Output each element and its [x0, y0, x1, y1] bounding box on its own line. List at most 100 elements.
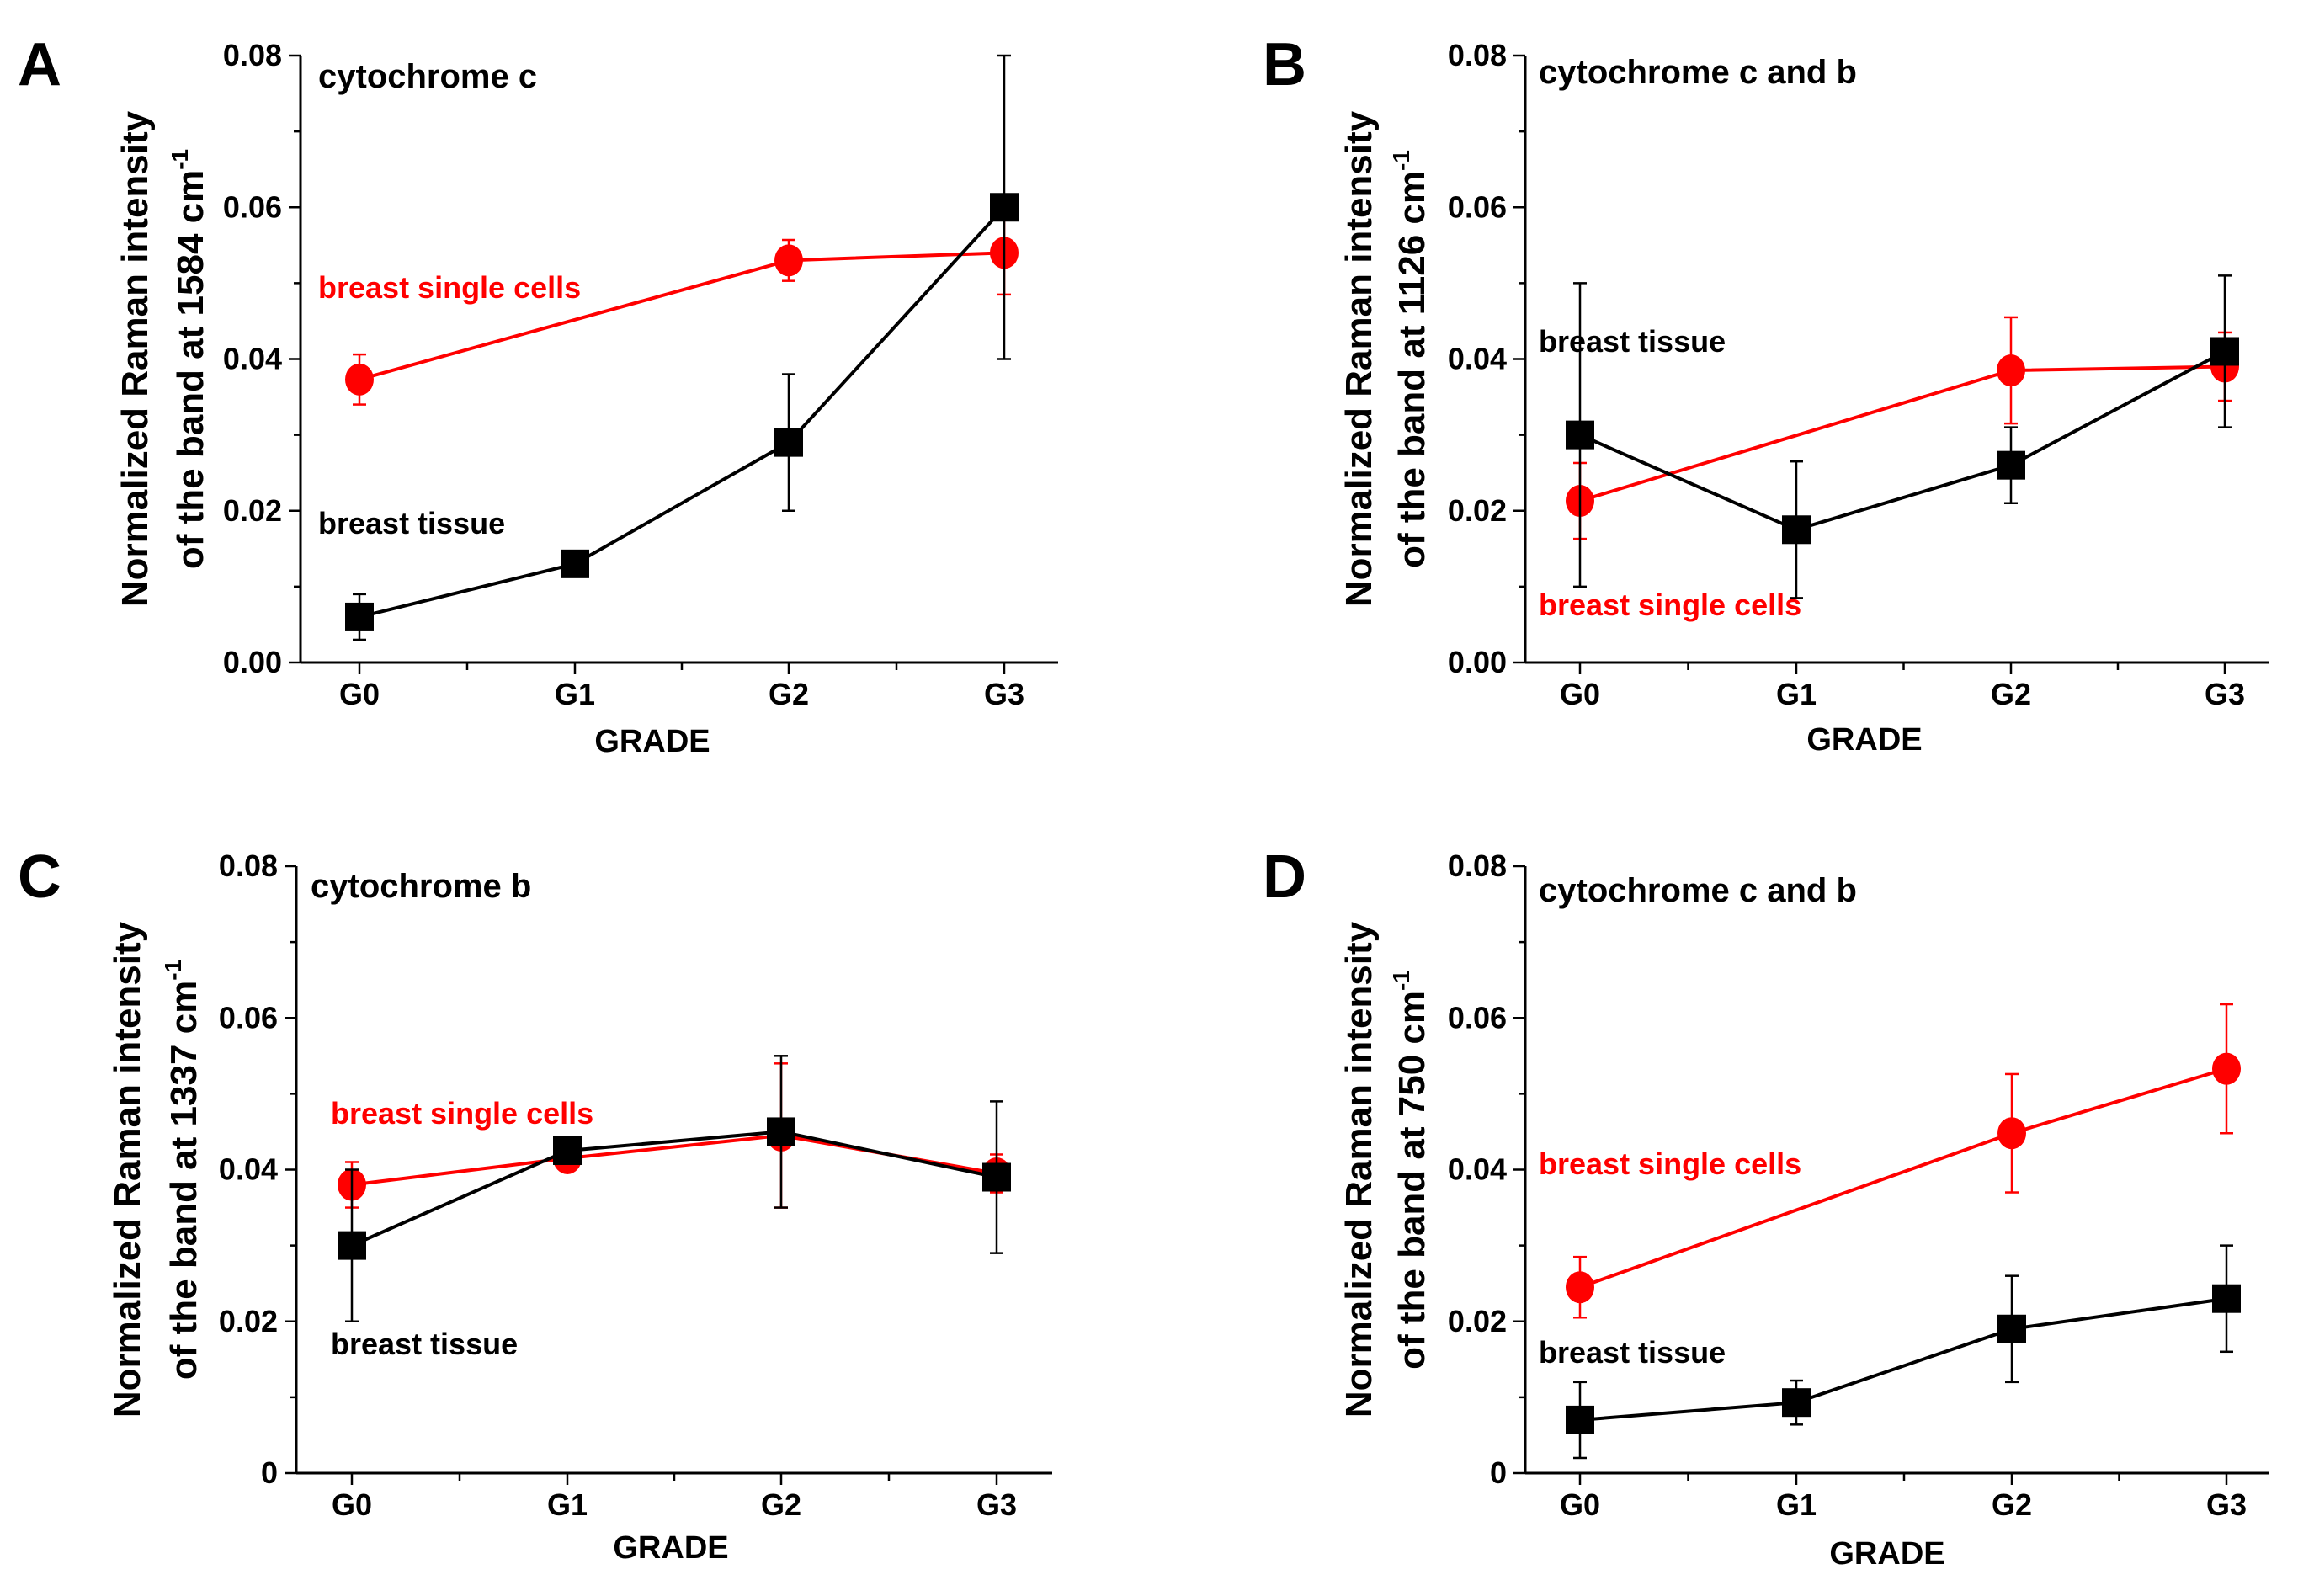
y-tick-label: 0.08 [1448, 849, 1507, 883]
series-breast-tissue [1566, 1244, 2241, 1460]
chart-title: cytochrome c and b [1539, 54, 1857, 91]
y-axis-title-line2: of the band at 1126 cm-1 [1388, 150, 1433, 568]
y-tick-label: 0.04 [223, 342, 282, 376]
panel-letter: B [1263, 31, 1306, 98]
y-tick-label: 0.06 [223, 189, 282, 224]
x-tick-label: G3 [2206, 1487, 2247, 1522]
data-point-square [553, 1136, 582, 1165]
y-tick-label: 0.02 [219, 1304, 278, 1338]
series-label: breast tissue [1539, 324, 1726, 359]
series-label: breast tissue [1539, 1335, 1726, 1370]
data-point-square [561, 549, 589, 578]
data-point-square [1566, 1405, 1594, 1434]
y-axis-title-text: of the band at 1584 cm [170, 170, 211, 569]
chart-title: cytochrome c and b [1539, 872, 1857, 909]
series-line [351, 1133, 997, 1187]
data-point-square [2210, 337, 2239, 366]
y-tick-label: 0.06 [1448, 1000, 1507, 1035]
x-tick-label: G2 [1991, 677, 2031, 711]
data-point-square [1782, 1388, 1811, 1418]
x-tick-label: G3 [976, 1487, 1017, 1522]
x-tick-label: G1 [1776, 1487, 1817, 1522]
data-point-circle [774, 244, 803, 277]
y-axis-title-superscript: -1 [160, 960, 186, 981]
data-point-square [990, 193, 1019, 222]
data-point-circle [1997, 354, 2025, 387]
y-tick-label: 0.04 [1448, 342, 1507, 376]
data-point-square [982, 1162, 1011, 1192]
x-axis-title: GRADE [594, 724, 710, 759]
x-tick-label: G3 [2205, 677, 2245, 711]
y-tick-label: 0.04 [219, 1152, 278, 1187]
y-axis-title-line2: of the band at 1337 cm-1 [160, 960, 205, 1380]
series-line [1579, 349, 2226, 532]
y-axis-title-line2: of the band at 750 cm-1 [1388, 970, 1433, 1370]
data-point-square [767, 1117, 795, 1146]
chart-title: cytochrome b [311, 868, 531, 905]
data-point-square [1782, 515, 1811, 545]
series-breast-single-cells [1566, 1003, 2241, 1319]
y-axis-title-line1: Normalized Raman intensity [1338, 921, 1380, 1418]
x-tick-label: G1 [547, 1487, 588, 1522]
panel-d: D 0 0.02 0.04 0.06 0.08 G0 G1 G2 G3 GRADE Normalize… [1263, 843, 2269, 1572]
series-line [1579, 1296, 2227, 1422]
y-axis-title-text: of the band at 750 cm [1391, 991, 1433, 1370]
panel-c: C 0 0.02 0.04 0.06 0.08 G0 G1 G2 G3 GRADE Normalize… [18, 843, 1052, 1566]
series-line [359, 205, 1006, 619]
y-axis-title-line1: Normalized Raman intensity [107, 921, 148, 1418]
y-tick-label: 0.02 [1448, 493, 1507, 528]
x-tick-label: G1 [555, 677, 595, 711]
data-point-square [338, 1231, 366, 1260]
y-tick-label: 0.06 [219, 1000, 278, 1035]
series-label: breast single cells [331, 1096, 593, 1130]
y-axis-title-superscript: -1 [1388, 970, 1414, 991]
series-label: breast tissue [331, 1327, 518, 1361]
y-tick-label: 0.02 [223, 493, 282, 528]
y-axis-title-superscript: -1 [1388, 150, 1414, 171]
panel-b: B 0.00 0.02 0.04 0.06 0.08 G0 G1 G2 G3 GRADE Normal… [1263, 31, 2269, 758]
panel-letter: C [18, 843, 61, 911]
x-tick-label: G2 [769, 677, 809, 711]
panel-letter: D [1263, 843, 1306, 911]
y-tick-label: 0.02 [1448, 1304, 1507, 1338]
data-point-circle [2212, 1052, 2241, 1085]
data-point-circle [1566, 1271, 1594, 1304]
x-tick-label: G0 [1560, 1487, 1600, 1522]
data-point-circle [345, 363, 374, 396]
series-line [351, 1130, 997, 1248]
series-label: breast single cells [1539, 1146, 1801, 1181]
x-axis-title: GRADE [1806, 722, 1922, 758]
series-label: breast single cells [1539, 588, 1801, 622]
series-breast-tissue [345, 54, 1019, 641]
data-point-square [2212, 1284, 2241, 1313]
x-axis-title: GRADE [613, 1530, 728, 1566]
y-tick-label: 0.00 [223, 645, 282, 679]
y-tick-label: 0.00 [1448, 645, 1507, 679]
series-breast-single-cells [338, 1062, 1011, 1209]
y-tick-label: 0.08 [1448, 38, 1507, 72]
y-axis-title-line1: Normalized Raman intensity [1338, 110, 1380, 607]
data-point-circle [1997, 1117, 2026, 1150]
y-axis-title-superscript: -1 [167, 149, 193, 170]
x-tick-label: G1 [1776, 677, 1817, 711]
series-line [1579, 364, 2226, 503]
data-point-square [774, 428, 803, 457]
chart-title: cytochrome c [318, 58, 537, 95]
data-point-square [1997, 450, 2025, 480]
series-breast-tissue [1566, 274, 2239, 599]
series-label: breast tissue [318, 506, 505, 540]
series-breast-tissue [338, 1055, 1011, 1322]
x-tick-label: G2 [1992, 1487, 2032, 1522]
x-axis-title: GRADE [1829, 1536, 1944, 1572]
x-tick-label: G0 [1560, 677, 1600, 711]
y-tick-label: 0.08 [219, 849, 278, 883]
data-point-square [345, 602, 374, 631]
data-point-square [1566, 420, 1594, 450]
y-axis-title-line2: of the band at 1584 cm-1 [167, 149, 211, 569]
y-axis-title-text: of the band at 1126 cm [1391, 171, 1433, 568]
panel-a: A 0.00 0.02 0.04 0.06 0.08 G0 G1 G2 G3 GRADE Normal… [18, 31, 1058, 759]
y-tick-label: 0.08 [223, 38, 282, 72]
y-axis-title-text: of the band at 1337 cm [163, 981, 205, 1380]
panel-letter: A [18, 31, 61, 98]
